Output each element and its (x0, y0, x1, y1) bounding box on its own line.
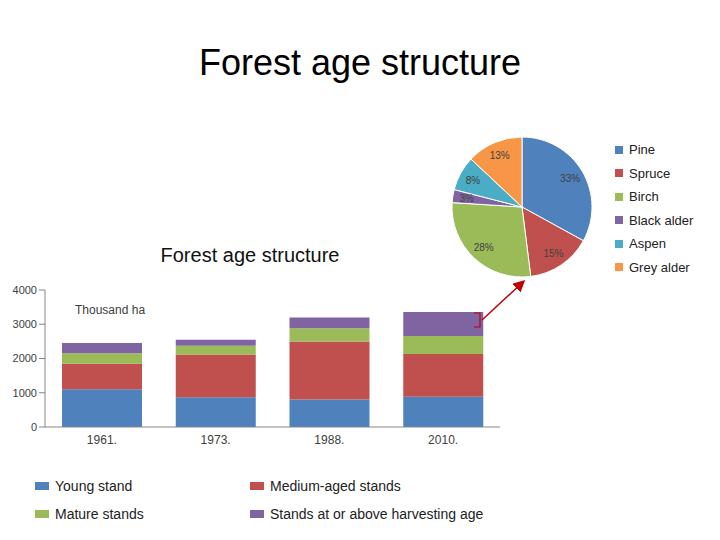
html-text:Mature stands: Mature stands (55, 506, 144, 522)
svg-text:3%: 3% (459, 193, 474, 204)
svg-text:13%: 13% (490, 150, 510, 161)
svg-text:28%: 28% (474, 242, 494, 253)
svg-text:3000: 3000 (13, 318, 37, 330)
html-text:Stands at or above harvesting: Stands at or above harvesting age (270, 506, 484, 522)
html-text:Spruce: Spruce (629, 165, 671, 181)
svg-text:15%: 15% (543, 248, 563, 259)
svg-text:1961.: 1961. (87, 433, 117, 447)
html-text:Forest age structure: Forest age structure (198, 42, 522, 83)
svg-text:0: 0 (31, 421, 37, 433)
html-text:Pine: Pine (629, 142, 655, 158)
svg-text:1973.: 1973. (201, 433, 231, 447)
html-text:Birch: Birch (629, 189, 659, 205)
svg-text:4000: 4000 (13, 284, 37, 296)
svg-text:33%: 33% (560, 173, 580, 184)
svg-text:1988.: 1988. (314, 433, 344, 447)
html-text:Thousand ha: Thousand ha (75, 303, 146, 317)
svg-text:2010.: 2010. (428, 433, 458, 447)
html-text:Aspen: Aspen (629, 236, 666, 252)
html-text:Young stand: Young stand (55, 478, 133, 494)
svg-text:1000: 1000 (13, 387, 37, 399)
html-text:Medium-aged stands: Medium-aged stands (270, 478, 401, 494)
html-text:Black alder: Black alder (629, 212, 694, 228)
html-text:Forest age structure: Forest age structure (160, 244, 340, 266)
svg-text:8%: 8% (466, 175, 481, 186)
html-text:Grey alder: Grey alder (629, 259, 690, 275)
svg-text:2000: 2000 (13, 352, 37, 364)
